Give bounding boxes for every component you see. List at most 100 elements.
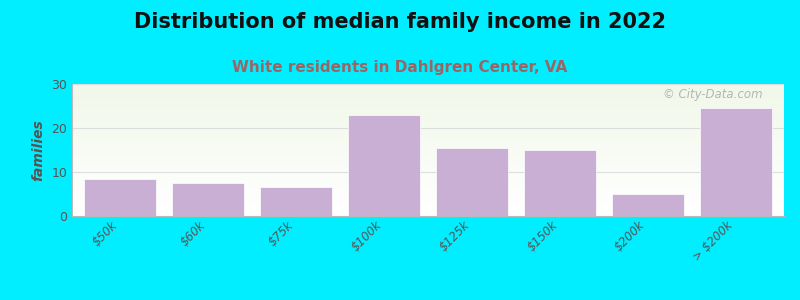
- Bar: [72, 135, 784, 136]
- Bar: [72, 120, 784, 121]
- Bar: [72, 176, 784, 177]
- Bar: [72, 152, 784, 153]
- Bar: [72, 86, 784, 87]
- Bar: [72, 101, 784, 102]
- Text: White residents in Dahlgren Center, VA: White residents in Dahlgren Center, VA: [232, 60, 568, 75]
- Bar: [72, 154, 784, 155]
- Bar: [72, 103, 784, 104]
- Bar: [72, 215, 784, 216]
- Bar: [72, 189, 784, 190]
- Bar: [72, 95, 784, 96]
- Bar: [72, 190, 784, 191]
- Bar: [612, 194, 684, 216]
- Bar: [72, 162, 784, 163]
- Bar: [72, 99, 784, 100]
- Bar: [72, 182, 784, 183]
- Bar: [72, 167, 784, 168]
- Bar: [72, 128, 784, 129]
- Bar: [72, 126, 784, 127]
- Bar: [72, 131, 784, 132]
- Bar: [72, 112, 784, 113]
- Bar: [72, 158, 784, 159]
- Bar: [72, 207, 784, 208]
- Bar: [72, 116, 784, 117]
- Text: © City-Data.com: © City-Data.com: [663, 88, 762, 101]
- Bar: [72, 160, 784, 161]
- Bar: [72, 165, 784, 166]
- Bar: [72, 140, 784, 141]
- Bar: [72, 85, 784, 86]
- Bar: [72, 174, 784, 175]
- Bar: [72, 144, 784, 145]
- Bar: [72, 89, 784, 90]
- Bar: [72, 150, 784, 151]
- Bar: [72, 213, 784, 214]
- Bar: [72, 201, 784, 202]
- Bar: [72, 193, 784, 194]
- Bar: [72, 124, 784, 125]
- Bar: [72, 94, 784, 95]
- Bar: [72, 169, 784, 170]
- Bar: [72, 179, 784, 180]
- Bar: [72, 168, 784, 169]
- Bar: [72, 180, 784, 181]
- Bar: [72, 132, 784, 133]
- Bar: [72, 92, 784, 93]
- Bar: [72, 136, 784, 137]
- Bar: [72, 163, 784, 164]
- Bar: [72, 200, 784, 201]
- Bar: [72, 129, 784, 130]
- Bar: [72, 196, 784, 197]
- Bar: [84, 178, 156, 216]
- Bar: [72, 97, 784, 98]
- Bar: [72, 192, 784, 193]
- Bar: [524, 150, 596, 216]
- Bar: [72, 88, 784, 89]
- Bar: [72, 147, 784, 148]
- Bar: [172, 183, 244, 216]
- Bar: [72, 214, 784, 215]
- Bar: [72, 87, 784, 88]
- Bar: [72, 202, 784, 203]
- Bar: [72, 171, 784, 172]
- Bar: [72, 84, 784, 85]
- Bar: [72, 156, 784, 157]
- Bar: [72, 188, 784, 189]
- Bar: [72, 205, 784, 206]
- Bar: [72, 91, 784, 92]
- Bar: [72, 138, 784, 139]
- Text: Distribution of median family income in 2022: Distribution of median family income in …: [134, 12, 666, 32]
- Bar: [72, 183, 784, 184]
- Bar: [72, 155, 784, 156]
- Bar: [72, 122, 784, 123]
- Bar: [436, 148, 508, 216]
- Bar: [72, 137, 784, 138]
- Bar: [72, 111, 784, 112]
- Bar: [72, 109, 784, 110]
- Bar: [72, 105, 784, 106]
- Bar: [72, 118, 784, 119]
- Bar: [72, 123, 784, 124]
- Bar: [72, 121, 784, 122]
- Bar: [348, 115, 420, 216]
- Bar: [72, 177, 784, 178]
- Bar: [72, 198, 784, 199]
- Bar: [72, 141, 784, 142]
- Bar: [72, 212, 784, 213]
- Bar: [72, 110, 784, 111]
- Bar: [72, 143, 784, 144]
- Bar: [72, 115, 784, 116]
- Bar: [72, 153, 784, 154]
- Bar: [72, 102, 784, 103]
- Bar: [72, 194, 784, 195]
- Bar: [72, 208, 784, 209]
- Bar: [72, 175, 784, 176]
- Bar: [72, 98, 784, 99]
- Bar: [72, 139, 784, 140]
- Bar: [72, 125, 784, 126]
- Bar: [72, 187, 784, 188]
- Bar: [72, 157, 784, 158]
- Bar: [72, 146, 784, 147]
- Bar: [72, 148, 784, 149]
- Bar: [72, 113, 784, 114]
